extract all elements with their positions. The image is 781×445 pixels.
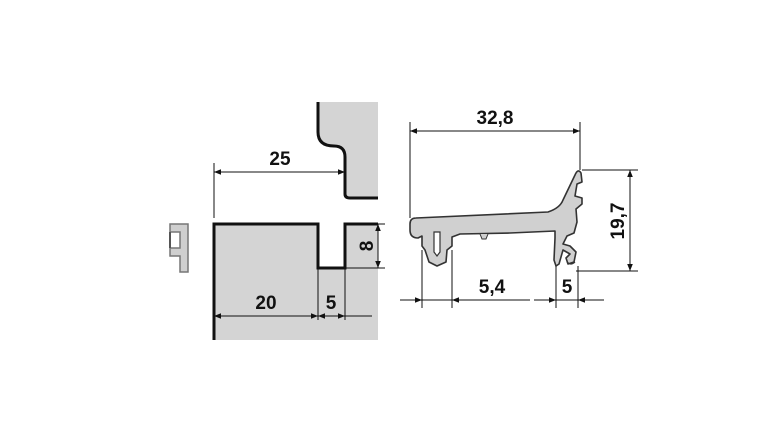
clip-foot-channel — [433, 231, 441, 257]
profile-section — [409, 170, 583, 267]
profile-detail-notch — [479, 233, 489, 240]
dimension-20-label: 20 — [255, 293, 276, 314]
dimension-5-lip-label: 5 — [562, 277, 573, 298]
groove-detail-drawing: 25 8 20 5 — [169, 102, 385, 340]
upper-wall-section — [318, 102, 378, 198]
dimension-8-label: 8 — [357, 241, 378, 252]
dimension-32-8-label: 32,8 — [477, 108, 514, 129]
upper-wall-contour — [316, 102, 378, 200]
profile-icon — [169, 223, 189, 273]
dimension-19-7-label: 19,7 — [608, 203, 629, 240]
dimension-5-4-label: 5,4 — [479, 277, 506, 298]
dimension-25-label: 25 — [269, 149, 291, 170]
lower-slab-section — [214, 224, 378, 340]
dimension-5-groove-label: 5 — [326, 293, 337, 314]
profile-detail-lip — [566, 261, 576, 265]
profile-section-drawing: 32,8 19,7 5,4 5 — [400, 108, 638, 308]
